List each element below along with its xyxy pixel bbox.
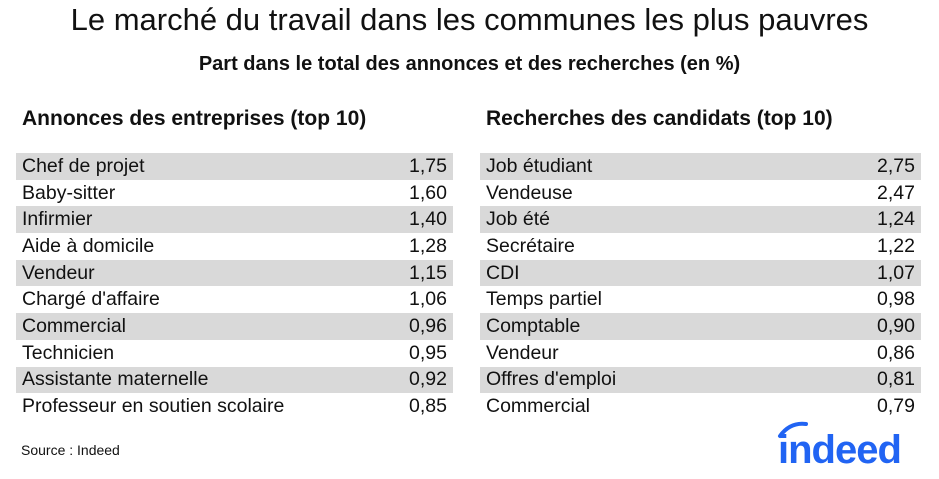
table-row: Infirmier 1,40: [16, 206, 453, 234]
source-note: Source : Indeed: [21, 442, 120, 458]
table-row: CDI 1,07: [480, 259, 921, 287]
row-label: Professeur en soutien scolaire: [22, 395, 285, 418]
row-label: Vendeur: [22, 261, 95, 284]
table-row: Technicien 0,95: [16, 340, 453, 367]
left-table-title: Annonces des entreprises (top 10): [22, 107, 367, 130]
candidate-searches-table: Job étudiant 2,75 Vendeuse 2,47 Job été 1,24 S…: [480, 153, 921, 420]
svg-text:indeed: indeed: [778, 428, 901, 468]
row-value: 0,79: [877, 395, 915, 418]
table-row: Job étudiant 2,75: [480, 153, 921, 180]
row-value: 1,07: [877, 261, 915, 284]
table-row: Chef de projet 1,75: [16, 153, 453, 180]
row-value: 1,40: [409, 208, 447, 231]
right-table-title: Recherches des candidats (top 10): [486, 107, 833, 130]
row-label: Comptable: [486, 314, 581, 337]
row-value: 0,85: [409, 395, 447, 418]
row-value: 0,98: [877, 288, 915, 311]
table-row: Commercial 0,79: [480, 393, 921, 420]
table-row: Secrétaire 1,22: [480, 233, 921, 260]
row-value: 1,75: [409, 154, 447, 177]
row-label: Assistante maternelle: [22, 368, 209, 391]
table-row: Temps partiel 0,98: [480, 286, 921, 313]
row-value: 0,95: [409, 341, 447, 364]
table-row: Professeur en soutien scolaire 0,85: [16, 393, 453, 420]
row-label: Chef de projet: [22, 154, 145, 177]
row-label: Offres d'emploi: [486, 368, 617, 391]
subtitle: Part dans le total des annonces et des r…: [198, 53, 741, 75]
row-label: Temps partiel: [486, 288, 602, 311]
table-row: Baby-sitter 1,60: [16, 180, 453, 207]
page-title: Le marché du travail dans les communes l…: [70, 2, 869, 37]
row-value: 2,75: [877, 154, 915, 177]
table-row: Job été 1,24: [480, 206, 921, 234]
row-label: Vendeur: [486, 341, 559, 364]
table-row: Vendeur 1,15: [16, 259, 453, 287]
row-value: 1,28: [409, 234, 447, 257]
table-row: Aide à domicile 1,28: [16, 233, 453, 260]
row-label: Chargé d'affaire: [22, 288, 160, 311]
row-value: 0,96: [409, 314, 447, 337]
row-label: Technicien: [22, 341, 115, 364]
indeed-logo: indeed: [776, 418, 924, 473]
row-label: Infirmier: [22, 208, 93, 231]
employer-ads-table: Chef de projet 1,75 Baby-sitter 1,60 Infirmi…: [16, 153, 453, 420]
table-row: Assistante maternelle 0,92: [16, 366, 453, 394]
row-value: 0,86: [877, 341, 915, 364]
row-value: 0,81: [877, 368, 915, 391]
row-value: 1,60: [409, 181, 447, 204]
table-row: Offres d'emploi 0,81: [480, 366, 921, 394]
row-value: 1,06: [409, 288, 447, 311]
row-value: 1,15: [409, 261, 447, 284]
row-value: 2,47: [877, 181, 915, 204]
table-row: Commercial 0,96: [16, 313, 453, 340]
row-value: 1,22: [877, 234, 915, 257]
row-label: Aide à domicile: [22, 234, 155, 257]
row-label: Job été: [486, 208, 550, 231]
row-label: Baby-sitter: [22, 181, 116, 204]
row-label: CDI: [486, 261, 520, 284]
row-value: 0,90: [877, 314, 915, 337]
table-row: Vendeuse 2,47: [480, 180, 921, 207]
row-value: 0,92: [409, 368, 447, 391]
table-row: Chargé d'affaire 1,06: [16, 286, 453, 313]
row-value: 1,24: [877, 208, 915, 231]
row-label: Secrétaire: [486, 234, 575, 257]
row-label: Vendeuse: [486, 181, 573, 204]
row-label: Job étudiant: [486, 154, 593, 177]
row-label: Commercial: [486, 395, 591, 418]
table-row: Vendeur 0,86: [480, 340, 921, 367]
table-row: Comptable 0,90: [480, 313, 921, 340]
row-label: Commercial: [22, 314, 127, 337]
